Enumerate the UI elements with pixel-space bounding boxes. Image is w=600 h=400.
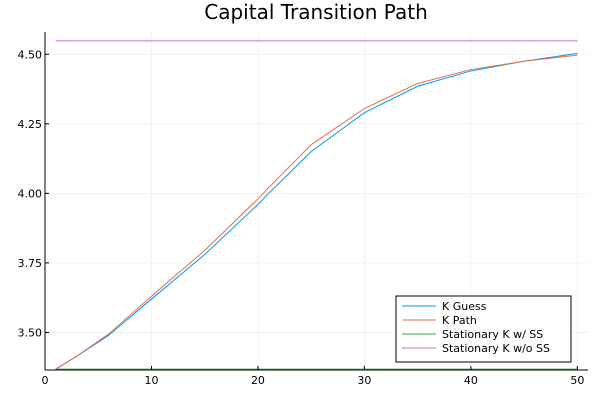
chart-title: Capital Transition Path [204, 0, 428, 24]
legend-label-1: K Path [442, 314, 477, 327]
legend-label-3: Stationary K w/o SS [442, 342, 550, 355]
x-tick-label-1: 10 [144, 374, 158, 387]
y-tick-label-3: 4.25 [18, 118, 43, 131]
x-tick-label-0: 0 [42, 374, 49, 387]
grid [44, 32, 588, 370]
legend-label-2: Stationary K w/ SS [442, 328, 543, 341]
x-tick-label-2: 20 [251, 374, 265, 387]
y-tick-label-1: 3.75 [18, 257, 43, 270]
x-tick-label-4: 40 [464, 374, 478, 387]
legend-box [395, 295, 572, 363]
series-line-0 [55, 52, 578, 370]
x-tick-label-3: 30 [357, 374, 371, 387]
y-tick-label-4: 4.50 [18, 48, 43, 61]
axes: 0 10 20 30 40 50 3.50 3.75 4.00 4.25 4.50 [18, 32, 588, 387]
legend-label-0: K Guess [442, 300, 487, 313]
x-tick-label-5: 50 [570, 374, 584, 387]
y-tick-label-2: 4.00 [18, 187, 43, 200]
y-tick-label-0: 3.50 [18, 326, 43, 339]
series-line-1 [55, 54, 578, 370]
